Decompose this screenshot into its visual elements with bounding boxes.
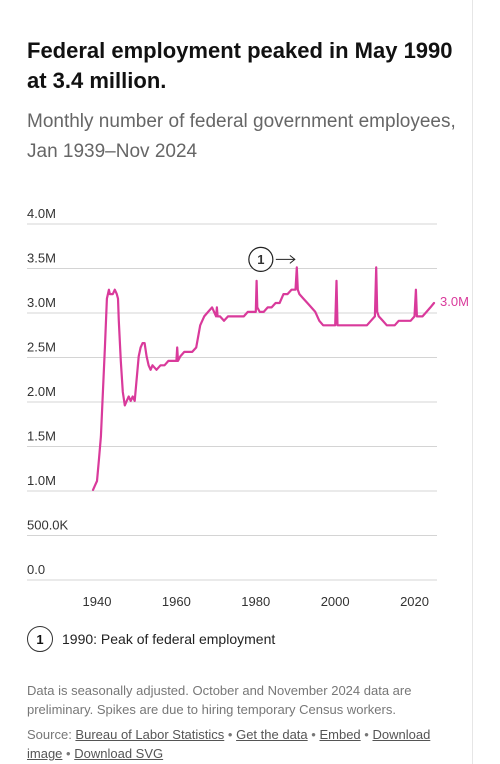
annotation-arrowhead	[289, 255, 296, 264]
series-line	[91, 266, 436, 491]
annotation-legend-text: 1990: Peak of federal employment	[62, 631, 276, 647]
separator: •	[311, 727, 316, 742]
x-axis-labels: 1940 1960 1980 2000 2020	[83, 594, 430, 609]
x-tick-label: 1940	[83, 594, 112, 609]
separator: •	[364, 727, 369, 742]
chart-subtitle: Monthly number of federal government emp…	[27, 111, 456, 162]
line-chart: 0.0 500.0K 1.0M 1.5M 2.0M 2.5M 3.0M 3.5M 4.0M 19…	[27, 206, 469, 609]
y-tick-label: 4.0M	[27, 206, 56, 221]
annotation-layer: 1	[248, 246, 296, 272]
annotation-legend: 1 1990: Peak of federal employment	[27, 624, 275, 654]
x-tick-label: 1960	[162, 594, 191, 609]
y-tick-label: 2.5M	[27, 340, 56, 355]
y-tick-label: 3.0M	[27, 295, 56, 310]
x-tick-label: 1980	[241, 594, 270, 609]
end-value-label: 3.0M	[440, 294, 469, 309]
y-tick-label: 0.0	[27, 562, 45, 577]
x-tick-label: 2000	[321, 594, 350, 609]
bls-source-link[interactable]: Bureau of Labor Statistics	[75, 727, 225, 742]
footnote: Data is seasonally adjusted. October and…	[27, 683, 412, 717]
annotation-number: 1	[257, 252, 264, 267]
chart-title: Federal employment peaked in May 1990 at…	[27, 38, 453, 93]
embed-link[interactable]: Embed	[319, 727, 361, 742]
x-tick-label: 2020	[400, 594, 429, 609]
y-axis-labels: 0.0 500.0K 1.0M 1.5M 2.0M 2.5M 3.0M 3.5M 4.0M	[27, 206, 69, 577]
page-edge-rule	[472, 0, 473, 764]
gridlines	[27, 223, 437, 581]
download-image-link[interactable]: Download image	[27, 727, 431, 761]
y-tick-label: 1.0M	[27, 473, 56, 488]
source-line: Source: Bureau of Labor Statistics • Get…	[27, 725, 467, 763]
y-tick-label: 1.5M	[27, 429, 56, 444]
chart-card: Federal employment peaked in May 1990 at…	[27, 0, 469, 764]
annotation-marker-icon: 1	[27, 626, 53, 652]
series-layer: 3.0M	[91, 266, 469, 491]
source-prefix: Source:	[27, 727, 76, 742]
separator: •	[227, 727, 233, 742]
separator: •	[66, 746, 71, 761]
annotation-marker	[248, 246, 274, 272]
download-svg-link[interactable]: Download SVG	[74, 746, 164, 761]
get-data-link[interactable]: Get the data	[236, 727, 308, 742]
y-tick-label: 3.5M	[27, 251, 56, 266]
y-tick-label: 2.0M	[27, 384, 56, 399]
y-tick-label: 500.0K	[27, 518, 69, 533]
